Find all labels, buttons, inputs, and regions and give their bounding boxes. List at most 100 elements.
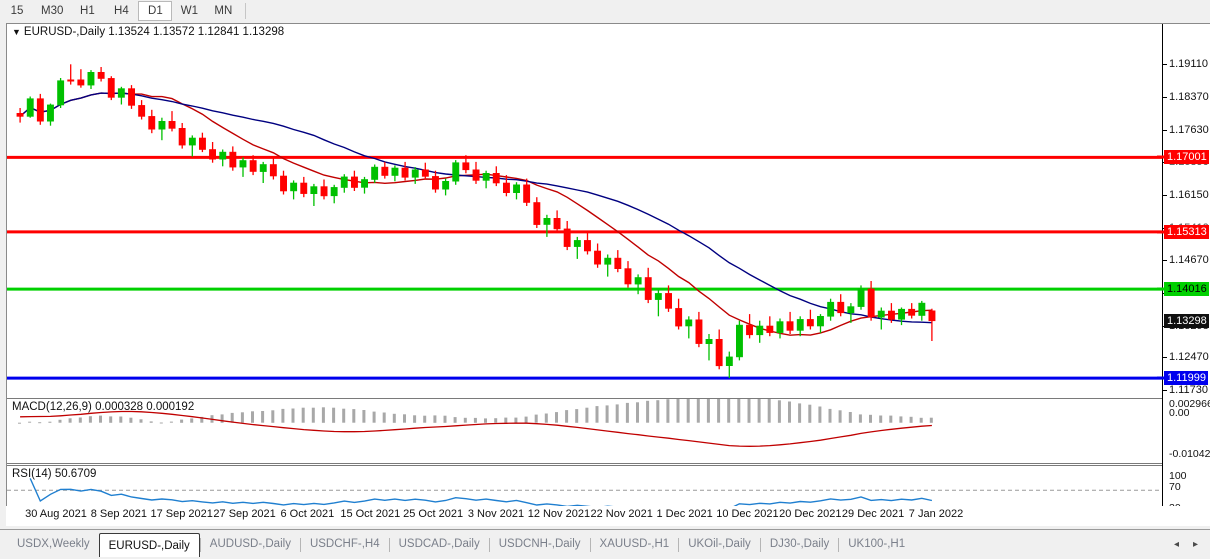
chart-tab-usdx-weekly[interactable]: USDX,Weekly [8, 533, 99, 555]
price-axis-label: 1.12470 [1169, 351, 1209, 364]
price-axis-label: 1.16150 [1169, 188, 1209, 201]
tab-divider [838, 538, 840, 552]
price-axis-tick [1163, 64, 1167, 66]
date-axis-label: 29 Dec 2021 [841, 508, 905, 520]
timeframe-button-d1[interactable]: D1 [138, 1, 173, 21]
macd-axis-label: 0.00 [1169, 407, 1190, 419]
chart-tab-label: XAUUSD-,H1 [599, 538, 670, 550]
macd-axis-label: 0.002966 [1169, 398, 1210, 410]
timeframe-label: MN [214, 5, 233, 17]
timeframe-label: D1 [148, 5, 163, 17]
macd-canvas [18, 399, 933, 447]
date-axis-label: 27 Sep 2021 [213, 508, 276, 520]
price-axis-label: 1.19110 [1169, 58, 1208, 71]
chart-tab-usdchf-h4[interactable]: USDCHF-,H4 [301, 533, 389, 555]
price-axis-label: 1.17630 [1169, 123, 1209, 136]
timeframe-label: M30 [41, 5, 64, 17]
timeframe-button-15[interactable]: 15 [0, 1, 34, 21]
rsi-pane-label: RSI(14) 50.6709 [12, 468, 97, 480]
price-badge-pointer [1157, 376, 1165, 380]
scroll-left-icon[interactable]: ◂ [1173, 538, 1179, 550]
price-axis[interactable]: 1.191101.183701.176301.168901.161501.154… [1157, 24, 1210, 525]
price-badge-red[interactable]: 1.17001 [1164, 150, 1209, 165]
chart-tab-label: DJ30-,Daily [769, 538, 830, 550]
price-axis-label: 1.14670 [1169, 254, 1209, 267]
timeframe-button-h4[interactable]: H4 [104, 1, 138, 21]
price-axis-tick [1163, 129, 1167, 131]
candlestick-canvas [7, 64, 1162, 380]
tab-divider [759, 538, 761, 552]
chart-frame[interactable]: ▼ EURUSD-,Daily 1.13524 1.13572 1.12841 1… [6, 23, 1210, 526]
price-axis-label: 1.18370 [1169, 91, 1209, 103]
date-axis-label: 6 Oct 2021 [280, 508, 335, 520]
chart-tab-label: USDCNH-,Daily [498, 538, 581, 550]
price-badge-blue[interactable]: 1.11999 [1164, 371, 1208, 386]
chart-tab-usdcad-daily[interactable]: USDCAD-,Daily [390, 533, 489, 555]
timeframe-button-w1[interactable]: W1 [172, 1, 206, 21]
macd-pane-label: MACD(12,26,9) 0.000328 0.000192 [12, 401, 195, 413]
tab-divider [299, 538, 301, 552]
collapse-arrow-icon[interactable]: ▼ [12, 27, 21, 37]
date-axis-label: 25 Oct 2021 [403, 508, 464, 520]
date-axis-label: 3 Nov 2021 [467, 508, 525, 520]
timeframe-button-m30[interactable]: M30 [34, 1, 70, 21]
macd-pane[interactable]: MACD(12,26,9) 0.000328 0.000192 [7, 398, 1162, 464]
price-badge-pointer [1157, 287, 1165, 291]
chart-tab-eurusd-daily[interactable]: EURUSD-,Daily [98, 533, 200, 557]
price-axis-tick [1163, 260, 1167, 262]
date-axis-label: 20 Dec 2021 [779, 508, 842, 520]
chart-tab-label: EURUSD-,Daily [108, 539, 190, 552]
date-axis-label: 7 Jan 2022 [908, 508, 964, 520]
price-pane[interactable]: ▼ EURUSD-,Daily 1.13524 1.13572 1.12841 1… [7, 24, 1162, 396]
date-axis-label: 17 Sep 2021 [150, 508, 213, 520]
chart-tab-audusd-daily[interactable]: AUDUSD-,Daily [201, 533, 300, 555]
chart-tab-bar: USDX,Weekly EURUSD-,Daily AUDUSD-,Daily USD… [0, 529, 1210, 559]
date-axis-label: 12 Nov 2021 [527, 508, 591, 520]
price-badge-pointer [1157, 155, 1165, 159]
chart-tab-label: USDCAD-,Daily [398, 538, 480, 550]
price-axis-tick [1163, 357, 1167, 359]
date-axis-label: 10 Dec 2021 [716, 508, 779, 520]
chart-tab-dj30-daily[interactable]: DJ30-,Daily [761, 533, 838, 555]
price-axis-label: 1.11730 [1169, 384, 1208, 396]
chart-tab-label: USDX,Weekly [17, 538, 90, 550]
price-badge-pointer [1157, 230, 1165, 234]
tab-divider [589, 538, 591, 552]
chart-tab-xauusd-h1[interactable]: XAUUSD-,H1 [591, 533, 679, 555]
chart-tab-ukoil-daily[interactable]: UKOil-,Daily [679, 533, 760, 555]
price-axis-tick [1163, 97, 1167, 98]
date-axis-label: 30 Aug 2021 [25, 508, 87, 520]
tab-divider [678, 538, 680, 552]
price-badge-red[interactable]: 1.15313 [1164, 224, 1209, 239]
timeframe-button-h1[interactable]: H1 [70, 1, 104, 21]
date-axis-label: 1 Dec 2021 [656, 508, 713, 520]
date-axis-label: 22 Nov 2021 [590, 508, 653, 520]
timeframe-toolbar: 15 M30 H1 H4 D1 W1 MN [0, 0, 1210, 22]
chart-tab-uk100-h1[interactable]: UK100-,H1 [839, 533, 914, 555]
date-axis-label: 15 Oct 2021 [340, 508, 401, 520]
symbol-ohlc-text: EURUSD-,Daily 1.13524 1.13572 1.12841 1.… [23, 26, 285, 38]
date-axis[interactable]: 30 Aug 2021 8 Sep 2021 17 Sep 2021 27 Sep 2… [6, 506, 1210, 526]
chart-panes: ▼ EURUSD-,Daily 1.13524 1.13572 1.12841 1… [7, 24, 1162, 525]
price-axis-tick [1163, 390, 1167, 391]
timeframe-label: 15 [10, 5, 24, 17]
price-badge-black[interactable]: 1.13298 [1164, 313, 1209, 328]
timeframe-button-mn[interactable]: MN [206, 1, 240, 21]
chart-tab-label: USDCHF-,H4 [309, 538, 380, 550]
chart-tab-usdcnh-daily[interactable]: USDCNH-,Daily [490, 533, 590, 555]
tab-divider [199, 538, 201, 552]
chart-tab-label: UK100-,H1 [848, 538, 906, 550]
tab-divider [388, 538, 390, 552]
rsi-axis-label: 70 [1169, 481, 1181, 493]
scroll-right-icon[interactable]: ▸ [1192, 538, 1198, 550]
date-axis-label: 8 Sep 2021 [90, 508, 148, 520]
price-badge-green[interactable]: 1.14016 [1164, 282, 1209, 297]
tab-divider [488, 538, 490, 552]
macd-axis-label: -0.010422 [1169, 448, 1210, 460]
toolbar-divider [245, 3, 247, 19]
timeframe-label: H1 [80, 5, 95, 17]
timeframe-label: H4 [114, 5, 129, 17]
timeframe-label: W1 [180, 5, 198, 17]
tab-scroll-controls: ◂ ▸ [1174, 533, 1210, 555]
